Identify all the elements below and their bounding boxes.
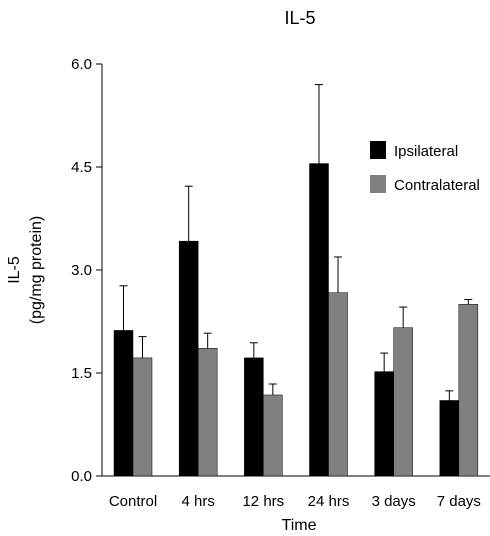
x-tick-label: 24 hrs xyxy=(308,493,350,510)
bar-ipsilateral-5 xyxy=(439,400,460,477)
y-tick-label: 1.5 xyxy=(71,365,92,382)
bar-ipsilateral-0 xyxy=(113,330,134,477)
legend-swatch-ipsilateral xyxy=(370,141,386,159)
x-tick-label: 12 hrs xyxy=(242,493,284,510)
bar-ipsilateral-3 xyxy=(309,163,329,477)
legend-label-contralateral: Contralateral xyxy=(394,177,480,194)
bar-ipsilateral-4 xyxy=(374,371,394,477)
y-tick-label: 3.0 xyxy=(71,262,92,279)
y-tick-label: 4.5 xyxy=(71,159,92,176)
bar-contralateral-5 xyxy=(458,304,479,477)
x-tick-label: 3 days xyxy=(372,493,416,510)
legend-label-ipsilateral: Ipsilateral xyxy=(394,143,458,160)
y-tick-label: 0.0 xyxy=(71,468,92,485)
bar-ipsilateral-1 xyxy=(178,240,199,477)
x-tick-label: Control xyxy=(109,493,157,510)
x-tick-label: 7 days xyxy=(437,493,481,510)
bar-ipsilateral-2 xyxy=(244,357,264,477)
legend-swatch-contralateral xyxy=(370,175,386,193)
bar-contralateral-4 xyxy=(393,327,413,477)
y-axis-label-line1: IL-5 xyxy=(6,256,23,284)
bar-contralateral-1 xyxy=(197,348,218,477)
legend: Ipsilateral Contralateral xyxy=(370,141,480,194)
bar-contralateral-2 xyxy=(263,394,283,477)
y-axis-label-line2: (pg/mg protein) xyxy=(28,216,45,325)
bar-contralateral-0 xyxy=(132,357,153,477)
plot-area: 0.0 1.5 3.0 4.5 6.0 Control 4 hrs 12 hrs 24 hrs 3… xyxy=(71,56,490,510)
y-tick-label: 6.0 xyxy=(71,56,92,73)
x-tick-label: 4 hrs xyxy=(181,493,214,510)
bar-contralateral-3 xyxy=(328,292,348,477)
chart-title: IL-5 xyxy=(284,8,315,28)
x-axis-label: Time xyxy=(282,517,317,534)
